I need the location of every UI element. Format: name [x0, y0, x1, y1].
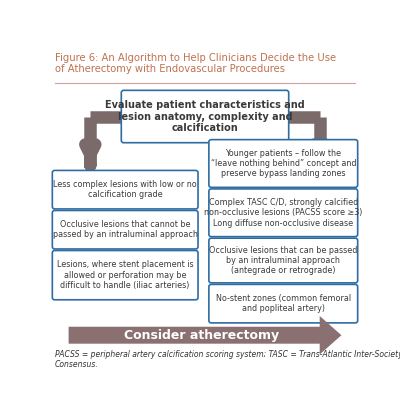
FancyBboxPatch shape	[121, 90, 289, 143]
FancyBboxPatch shape	[209, 140, 358, 187]
Text: Occlusive lesions that cannot be
passed by an intraluminal approach: Occlusive lesions that cannot be passed …	[53, 220, 198, 240]
Text: Figure 6: An Algorithm to Help Clinicians Decide the Use
of Atherectomy with End: Figure 6: An Algorithm to Help Clinician…	[55, 53, 336, 74]
FancyBboxPatch shape	[209, 238, 358, 283]
Text: Younger patients – follow the
“leave nothing behind” concept and
preserve bypass: Younger patients – follow the “leave not…	[210, 148, 356, 178]
FancyBboxPatch shape	[209, 189, 358, 237]
Text: PACSS = peripheral artery calcification scoring system; TASC = Trans-Atlantic In: PACSS = peripheral artery calcification …	[55, 350, 400, 369]
FancyBboxPatch shape	[52, 210, 198, 249]
Text: Occlusive lesions that can be passed
by an intraluminal approach
(antegrade or r: Occlusive lesions that can be passed by …	[209, 246, 358, 276]
Text: Less complex lesions with low or no
calcification grade: Less complex lesions with low or no calc…	[53, 180, 197, 199]
Text: Complex TASC C/D, strongly calcified
non-occlusive lesions (PACSS score ≥3)
Long: Complex TASC C/D, strongly calcified non…	[204, 198, 362, 228]
Text: Lesions, where stent placement is
allowed or perforation may be
difficult to han: Lesions, where stent placement is allowe…	[57, 260, 194, 290]
Polygon shape	[69, 316, 342, 354]
Text: No-stent zones (common femoral
and popliteal artery): No-stent zones (common femoral and popli…	[216, 294, 351, 313]
FancyBboxPatch shape	[209, 284, 358, 323]
Text: Evaluate patient characteristics and
lesion anatomy, complexity and
calcificatio: Evaluate patient characteristics and les…	[105, 100, 305, 133]
FancyBboxPatch shape	[52, 170, 198, 209]
Text: Consider atherectomy: Consider atherectomy	[124, 329, 280, 342]
FancyBboxPatch shape	[52, 250, 198, 300]
